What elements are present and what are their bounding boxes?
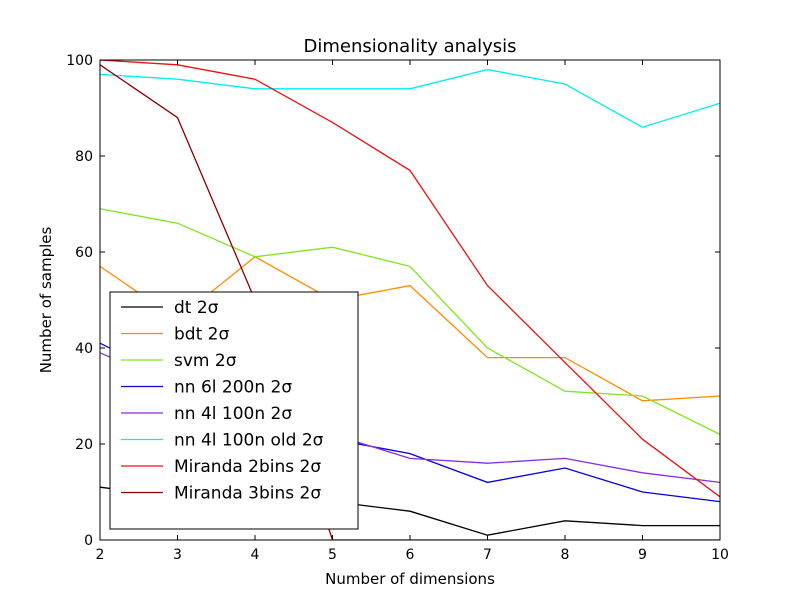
legend-label-4: nn 4l 100n 2σ bbox=[174, 404, 292, 424]
x-tick-label: 3 bbox=[173, 547, 182, 563]
legend-label-2: svm 2σ bbox=[174, 351, 237, 371]
x-tick-label: 10 bbox=[711, 547, 729, 563]
x-tick-label: 8 bbox=[561, 547, 570, 563]
x-tick-label: 7 bbox=[483, 547, 492, 563]
legend-label-5: nn 4l 100n old 2σ bbox=[174, 431, 324, 451]
legend-label-6: Miranda 2bins 2σ bbox=[174, 457, 321, 477]
y-tick-label: 80 bbox=[75, 149, 93, 165]
series-line-5 bbox=[100, 68, 720, 128]
y-tick-label: 0 bbox=[84, 533, 93, 549]
legend-label-0: dt 2σ bbox=[174, 298, 219, 318]
x-axis-label: Number of dimensions bbox=[325, 570, 495, 588]
series-line-7 bbox=[100, 64, 720, 540]
y-axis-label: Number of samples bbox=[37, 227, 55, 374]
y-tick-label: 40 bbox=[75, 341, 93, 357]
legend-label-7: Miranda 3bins 2σ bbox=[174, 484, 321, 504]
x-tick-label: 5 bbox=[328, 547, 337, 563]
y-tick-label: 20 bbox=[75, 437, 93, 453]
legend-label-1: bdt 2σ bbox=[174, 325, 229, 345]
x-tick-label: 2 bbox=[96, 547, 105, 563]
legend: dt 2σ bdt 2σ svm 2σ nn 6l 200n 2σ nn 4l 100n… bbox=[109, 291, 359, 530]
x-tick-label: 4 bbox=[251, 547, 260, 563]
legend-box bbox=[109, 291, 359, 530]
y-tick-label: 60 bbox=[75, 245, 93, 261]
chart-title: Dimensionality analysis bbox=[303, 36, 516, 57]
x-tick-label: 6 bbox=[406, 547, 415, 563]
series-line-6 bbox=[100, 60, 720, 498]
legend-label-3: nn 6l 200n 2σ bbox=[174, 378, 292, 398]
x-tick-label: 9 bbox=[638, 547, 647, 563]
series-line-2 bbox=[100, 208, 720, 435]
y-tick-label: 100 bbox=[66, 53, 93, 69]
